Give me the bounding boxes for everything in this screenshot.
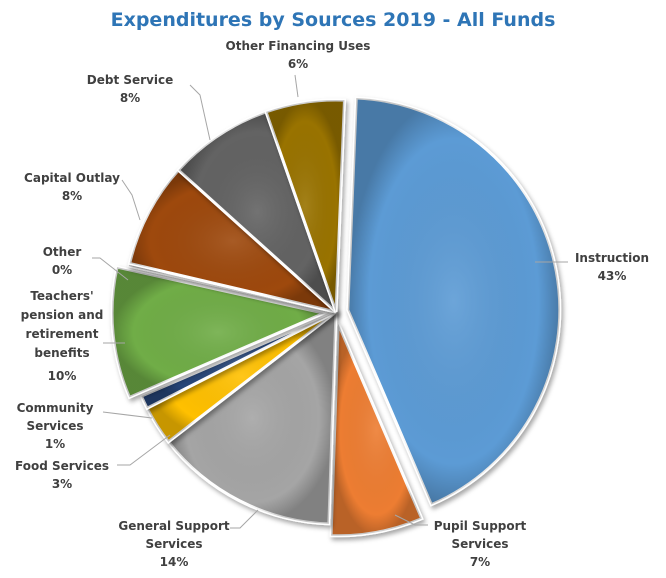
pct-debt-service: 8% — [120, 91, 140, 105]
leader-line-food-services — [117, 434, 171, 466]
label-general-support-services: General Support Services — [118, 519, 230, 551]
label-general-support-services-text: General Support Services — [118, 519, 230, 551]
label-other: Other — [43, 245, 82, 259]
slice-shading-debt-service — [178, 111, 336, 313]
label-community-services: Community Services — [17, 401, 94, 433]
leader-line-other — [92, 257, 129, 281]
chart-title: Expenditures by Sources 2019 - All Funds — [111, 9, 556, 31]
slice-shading-pupil-support-services — [331, 323, 422, 536]
label-debt-service: Debt Service — [87, 73, 174, 87]
label-food-services: Food Services — [15, 459, 109, 473]
leader-line-community-services — [102, 411, 153, 419]
slice-shading-teachers-pension-and-retirement-benefits — [112, 267, 325, 398]
pct-other-financing-uses: 6% — [288, 57, 308, 71]
slice-shading-capital-outlay — [129, 170, 336, 312]
label-community-services-text: Community Services — [17, 401, 94, 433]
leader-lines — [92, 74, 568, 529]
pct-other: 0% — [52, 263, 72, 277]
slice-labels: Other Financing Uses 6% Debt Service 8% … — [15, 39, 649, 569]
pct-capital-outlay: 8% — [62, 189, 82, 203]
label-capital-outlay: Capital Outlay — [24, 171, 120, 185]
slice-shading-instruction — [347, 97, 560, 505]
label-teachers-pension: Teachers' pension and retirement benefits — [21, 289, 104, 360]
slice-shading-food-services — [147, 312, 336, 442]
leader-line-debt-service — [189, 84, 211, 141]
slice-shading-community-services — [141, 312, 336, 409]
leader-line-pupil-support — [394, 514, 428, 526]
leader-line-general-support — [230, 509, 259, 529]
pie-slices — [110, 96, 562, 538]
label-other-financing-uses: Other Financing Uses — [226, 39, 371, 53]
pct-general-support-services: 14% — [160, 555, 189, 569]
slice-shading-general-support-services — [168, 312, 336, 524]
label-teachers-pension-text: Teachers' pension and retirement benefits — [21, 289, 104, 360]
label-instruction: Instruction — [575, 251, 649, 265]
label-pupil-support-services: Pupil Support Services — [434, 519, 527, 551]
label-pupil-support-services-text: Pupil Support Services — [434, 519, 527, 551]
pct-instruction: 43% — [598, 269, 627, 283]
pct-pupil-support-services: 7% — [470, 555, 490, 569]
slice-shading-other-financing-uses — [266, 100, 345, 312]
leader-line-capital-outlay — [121, 179, 141, 221]
leader-line-other-financing — [294, 74, 299, 98]
pct-teachers-pension: 10% — [48, 369, 77, 383]
pct-food-services: 3% — [52, 477, 72, 491]
pct-community-services: 1% — [45, 437, 65, 451]
